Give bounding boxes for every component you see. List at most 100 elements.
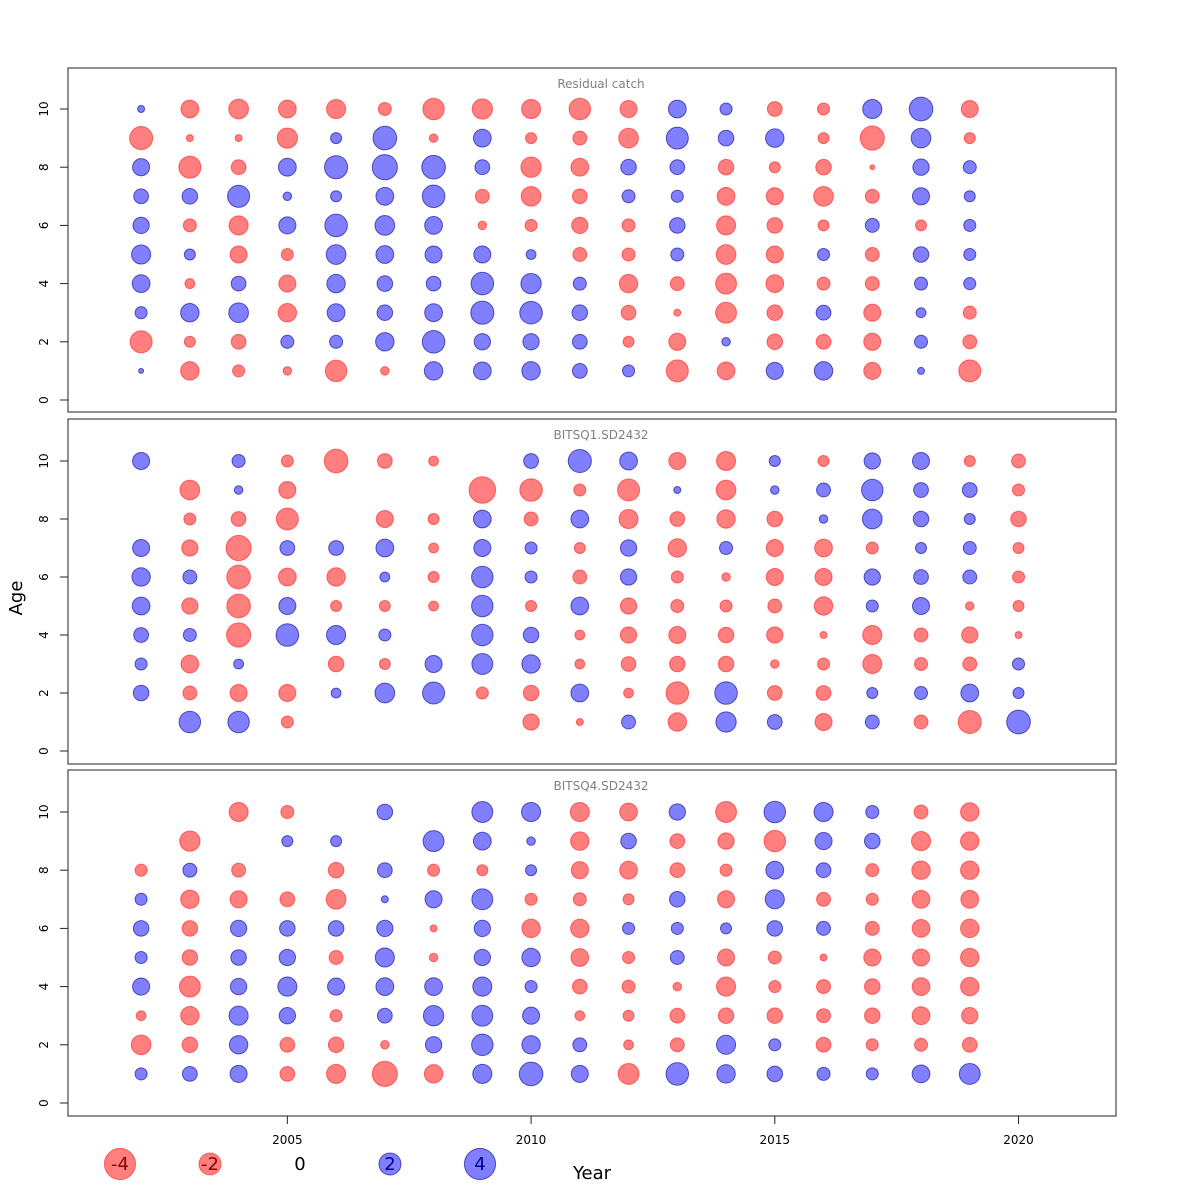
bubble-2005-age-3 xyxy=(278,1007,297,1025)
y-tick-label: 10 xyxy=(37,453,51,468)
bubble-2011-age-4 xyxy=(574,629,586,641)
bubble-2008-age-1 xyxy=(423,1064,444,1084)
bubble-2013-age-7 xyxy=(669,891,686,908)
bubble-2014-age-8 xyxy=(717,158,735,176)
bubble-2005-age-2 xyxy=(278,683,297,703)
bubble-2006-age-1 xyxy=(324,359,348,383)
bubble-2014-age-9 xyxy=(717,129,735,147)
bubble-2004-age-1 xyxy=(232,364,246,378)
bubble-2019-age-10 xyxy=(963,454,976,468)
bubble-2014-age-1 xyxy=(715,711,737,733)
bubble-2009-age-1 xyxy=(472,361,492,381)
bubble-2012-age-9 xyxy=(620,832,637,850)
bubble-2007-age-3 xyxy=(376,1007,393,1024)
bubble-2008-age-2 xyxy=(421,330,446,354)
bubble-2017-age-2 xyxy=(863,332,882,351)
bubble-2015-age-8 xyxy=(766,510,784,528)
panel-title: Residual catch xyxy=(557,77,644,91)
bubble-2011-age-8 xyxy=(570,157,590,177)
bubble-2004-age-2 xyxy=(229,683,248,703)
bubble-2010-age-6 xyxy=(521,918,541,939)
bubble-2013-age-5 xyxy=(669,950,685,965)
bubble-2015-age-9 xyxy=(765,128,785,148)
bubble-2007-age-10 xyxy=(376,453,393,469)
bubble-2006-age-4 xyxy=(326,624,347,646)
legend-bubble xyxy=(103,1147,137,1181)
bubble-2013-age-1 xyxy=(665,1062,690,1086)
bubble-2007-age-2 xyxy=(374,682,396,704)
bubble-2006-age-7 xyxy=(325,888,347,910)
bubble-2005-age-2 xyxy=(279,1036,296,1053)
bubble-2006-age-8 xyxy=(327,861,345,879)
bubble-2007-age-9 xyxy=(372,125,398,151)
bubble-2009-age-2 xyxy=(475,686,489,700)
bubble-2011-age-9 xyxy=(573,483,587,497)
bubble-2011-age-5 xyxy=(570,596,590,616)
bubble-2016-age-2 xyxy=(815,1036,832,1053)
bubble-2005-age-7 xyxy=(279,891,296,908)
bubble-2003-age-4 xyxy=(184,278,196,290)
bubble-2014-age-9 xyxy=(715,479,737,501)
bubble-2003-age-7 xyxy=(181,188,199,205)
bubble-2004-age-6 xyxy=(229,919,248,938)
bubble-2017-age-5 xyxy=(864,247,880,262)
bubble-2013-age-2 xyxy=(668,332,687,351)
bubble-2003-age-4 xyxy=(178,975,201,998)
bubble-2015-age-3 xyxy=(770,659,780,669)
bubble-2004-age-10 xyxy=(228,801,249,823)
bubble-2019-age-8 xyxy=(960,860,980,880)
bubble-2008-age-6 xyxy=(427,570,440,584)
bubble-2013-age-4 xyxy=(669,276,685,292)
bubble-2016-age-7 xyxy=(816,891,832,907)
legend-item: 0 xyxy=(294,1154,305,1175)
bubble-2004-age-1 xyxy=(229,1064,248,1083)
bubble-2010-age-3 xyxy=(522,1006,541,1025)
bubble-2002-age-2 xyxy=(130,1034,152,1056)
bubble-2019-age-7 xyxy=(962,540,977,556)
bubble-2012-age-9 xyxy=(618,127,639,149)
bubble-2014-age-7 xyxy=(719,540,734,556)
bubble-2013-age-1 xyxy=(667,712,688,732)
bubble-2012-age-6 xyxy=(622,921,636,935)
bubble-2010-age-10 xyxy=(521,801,542,823)
bubble-2005-age-7 xyxy=(282,191,293,202)
bubble-2003-age-2 xyxy=(181,1036,199,1054)
bubble-size-legend: -4 -2 0 2 4 xyxy=(103,1147,497,1181)
bubble-2019-age-8 xyxy=(962,160,977,175)
bubble-2016-age-4 xyxy=(819,631,828,639)
bubble-2011-age-8 xyxy=(570,509,590,529)
bubble-2017-age-6 xyxy=(864,920,880,936)
legend-label: -4 xyxy=(111,1154,129,1175)
bubble-2009-age-6 xyxy=(471,565,494,589)
bubble-2011-age-10 xyxy=(567,448,592,474)
bubble-2018-age-10 xyxy=(908,96,934,122)
bubble-2018-age-10 xyxy=(913,804,929,820)
bubble-2010-age-3 xyxy=(519,300,543,325)
bubble-2006-age-2 xyxy=(327,1036,345,1054)
bubble-2010-age-2 xyxy=(522,333,540,351)
bubble-2006-age-10 xyxy=(326,98,347,120)
legend-item: -2 xyxy=(198,1152,222,1176)
x-tick-label: 2010 xyxy=(516,1133,547,1147)
bubble-2014-age-6 xyxy=(715,215,737,236)
bubble-2010-age-10 xyxy=(523,453,539,469)
bubble-2006-age-9 xyxy=(330,835,343,848)
bubble-2017-age-2 xyxy=(865,1038,879,1052)
bubble-2007-age-1 xyxy=(371,1060,398,1087)
bubble-2004-age-1 xyxy=(227,710,250,734)
bubble-2007-age-10 xyxy=(377,101,392,117)
bubble-2004-age-3 xyxy=(228,1005,249,1026)
bubble-2007-age-1 xyxy=(380,366,390,376)
bubble-2009-age-8 xyxy=(474,159,491,176)
bubble-2017-age-3 xyxy=(862,653,883,675)
bubble-2010-age-10 xyxy=(521,98,542,120)
bubble-2005-age-8 xyxy=(275,507,299,531)
bubble-2019-age-9 xyxy=(961,482,978,498)
bubble-2016-age-7 xyxy=(814,538,833,558)
bubble-2003-age-5 xyxy=(181,597,199,615)
bubble-2012-age-3 xyxy=(620,656,637,672)
legend-label: 4 xyxy=(474,1154,485,1175)
bubble-2003-age-5 xyxy=(181,949,199,966)
bubble-2002-age-6 xyxy=(132,216,150,235)
bubble-2005-age-1 xyxy=(282,366,293,376)
